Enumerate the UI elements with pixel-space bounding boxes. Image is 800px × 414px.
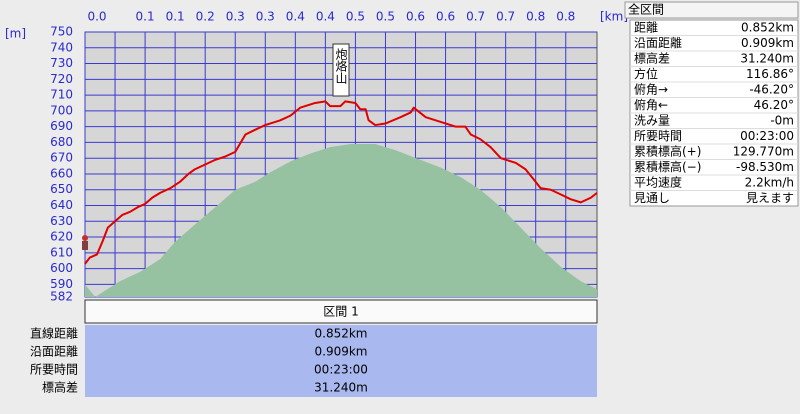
section-header	[84, 299, 598, 324]
summary-value: 129.770m	[733, 144, 794, 158]
summary-header	[624, 1, 799, 19]
y-tick-label: 630	[50, 214, 73, 228]
axes: 5825906006106206306406506606706806907007…	[50, 10, 575, 304]
summary-label: 累積標高(+)	[634, 143, 701, 158]
annotation-box	[332, 43, 350, 97]
section-value: 0.852km	[315, 327, 368, 341]
x-tick-label: 0.5	[346, 10, 365, 24]
y-tick-label: 680	[50, 135, 73, 149]
summary-value: 0.852km	[741, 20, 794, 34]
summary-label: 俯角→	[634, 81, 668, 96]
summary-label: 俯角←	[634, 97, 668, 112]
summary-value: 00:23:00	[740, 129, 794, 143]
y-tick-label: 600	[50, 261, 73, 275]
x-tick-label: 0.3	[256, 10, 275, 24]
x-tick-label: 0.8	[556, 10, 575, 24]
y-tick-label: 690	[50, 119, 73, 133]
summary-value: 見えます	[746, 191, 794, 205]
terrain-area	[85, 143, 597, 297]
summary-value: 116.86°	[746, 67, 794, 81]
x-tick-label: 0.3	[226, 10, 245, 24]
summary-label: 平均速度	[634, 174, 682, 189]
y-tick-label: 610	[50, 245, 73, 259]
y-tick-label: 750	[50, 25, 73, 39]
summary-title: 全区間	[628, 2, 664, 17]
x-tick-label: 0.1	[136, 10, 155, 24]
elevation-line	[84, 100, 598, 265]
section-value: 0.909km	[315, 345, 368, 359]
summary-label: 方位	[634, 66, 658, 81]
x-tick-label: 0.7	[496, 10, 515, 24]
series	[84, 100, 598, 297]
x-tick-label: 0.5	[376, 10, 395, 24]
y-tick-label: 660	[50, 166, 73, 180]
x-tick-label: 0.7	[466, 10, 485, 24]
y-tick-label: 650	[50, 182, 73, 196]
x-tick-label: 0.6	[406, 10, 425, 24]
summary-label: 累積標高(−)	[634, 159, 701, 174]
section-label: 沿面距離	[30, 345, 78, 359]
summary-label: 標高差	[634, 50, 670, 65]
y-tick-label: 710	[50, 88, 73, 102]
summary-value: -98.530m	[736, 160, 794, 174]
y-tick-label: 720	[50, 72, 73, 86]
section-value: 00:23:00	[314, 363, 368, 377]
section-value: 31.240m	[314, 381, 368, 395]
x-tick-label: 0.2	[196, 10, 215, 24]
summary-label: 所要時間	[634, 129, 682, 143]
x-tick-label: 0.6	[436, 10, 455, 24]
y-tick-label: 700	[50, 103, 73, 117]
section-table	[85, 325, 597, 397]
summary-value: -0m	[770, 113, 794, 127]
hiker-icon	[82, 235, 88, 250]
peak-annotation: 炮烙山	[334, 48, 348, 84]
y-tick-label: 670	[50, 151, 73, 165]
summary-label: 洗み量	[634, 113, 670, 127]
y-tick-label: 582	[50, 290, 73, 304]
x-tick-label: 0.4	[286, 10, 305, 24]
summary-label: 距離	[634, 20, 658, 34]
section-label: 所要時間	[30, 363, 78, 377]
summary-value: -46.20°	[749, 82, 794, 96]
section-rows: 直線距離 0.852km 沿面距離 0.909km 所要時間 00:23:00 標高差 31.…	[30, 326, 368, 395]
section-title: 区間 1	[323, 305, 358, 319]
y-tick-label: 620	[50, 230, 73, 244]
summary-rows: 距離 0.852km 沿面距離 0.909km 標高差 31.240m 方位 116.86° 俯…	[630, 20, 798, 205]
x-tick-label: 0.8	[526, 10, 545, 24]
y-tick-label: 590	[50, 277, 73, 291]
summary-value: 46.20°	[754, 98, 794, 112]
x-tick-label: 0.0	[87, 10, 106, 24]
y-tick-label: 640	[50, 198, 73, 212]
section-label: 標高差	[42, 380, 78, 395]
x-tick-label: 0.4	[316, 10, 335, 24]
y-tick-label: 730	[50, 56, 73, 70]
x-tick-label: 0.1	[166, 10, 185, 24]
section-label: 直線距離	[30, 326, 78, 341]
summary-value: 2.2km/h	[745, 175, 794, 189]
summary-value: 31.240m	[740, 51, 794, 65]
y-axis-label: [m]	[5, 27, 26, 41]
summary-value: 0.909km	[741, 36, 794, 50]
summary-label: 沿面距離	[634, 36, 682, 50]
x-axis-label: [km]	[600, 10, 628, 24]
summary-label: 見通し	[634, 191, 670, 205]
y-tick-label: 740	[50, 40, 73, 54]
